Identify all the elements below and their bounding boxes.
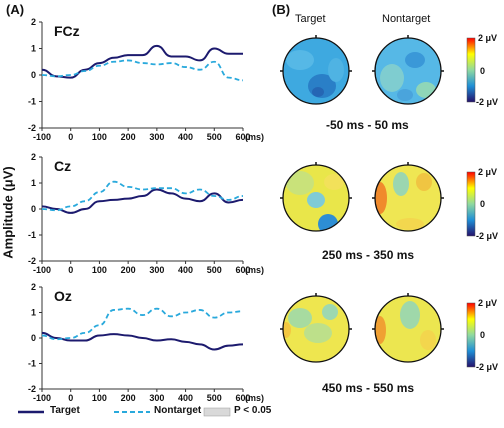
x-tick-label: 300 xyxy=(149,265,164,275)
x-tick-label: 0 xyxy=(68,393,73,403)
x-tick-label: 200 xyxy=(121,132,136,142)
x-tick-label: 0 xyxy=(68,132,73,142)
panel-a-label: (A) xyxy=(6,2,25,17)
topomap-nontarget-mid xyxy=(375,165,441,231)
x-tick-label: 500 xyxy=(207,393,222,403)
colorbar xyxy=(466,302,476,368)
y-tick-label: -2 xyxy=(28,384,36,394)
x-unit-label: (ms) xyxy=(245,265,264,275)
x-tick-label: 100 xyxy=(92,265,107,275)
x-tick-label: 400 xyxy=(178,132,193,142)
colorbar-max: 2 μV xyxy=(478,298,498,308)
y-tick-label: -1 xyxy=(28,359,36,369)
topomap-target-early xyxy=(283,38,349,104)
y-tick-label: -2 xyxy=(28,123,36,133)
series-target-line xyxy=(41,331,244,351)
y-tick-label: 0 xyxy=(31,333,36,343)
y-tick-label: -2 xyxy=(28,256,36,266)
topo-col-target: Target xyxy=(295,13,326,25)
topomap-nontarget-late xyxy=(375,296,441,362)
legend-sig-swatch xyxy=(203,407,231,417)
channel-title: Oz xyxy=(54,288,72,304)
colorbar-max: 2 μV xyxy=(478,33,498,43)
series-nontarget-line xyxy=(41,307,244,341)
y-axis-label: Amplitude (μV) xyxy=(0,166,16,259)
series-nontarget-line xyxy=(41,180,244,212)
x-tick-label: 0 xyxy=(68,265,73,275)
panel-b-label: (B) xyxy=(272,2,291,17)
y-tick-label: 1 xyxy=(31,308,36,318)
x-tick-label: 500 xyxy=(207,132,222,142)
y-tick-label: 1 xyxy=(31,178,36,188)
x-tick-label: 600 xyxy=(235,265,250,275)
x-tick-label: -100 xyxy=(33,132,51,142)
colorbar-min: -2 μV xyxy=(476,97,499,107)
x-tick-label: 200 xyxy=(121,265,136,275)
y-tick-label: -1 xyxy=(28,230,36,240)
x-tick-label: 300 xyxy=(149,132,164,142)
x-tick-label: 200 xyxy=(121,393,136,403)
legend-target-label: Target xyxy=(50,405,80,416)
x-tick-label: 400 xyxy=(178,393,193,403)
y-tick-label: 2 xyxy=(31,17,36,27)
x-unit-label: (ms) xyxy=(245,132,264,142)
channel-title: Cz xyxy=(54,158,71,174)
window-label-late: 450 ms - 550 ms xyxy=(322,381,415,395)
topomap-nontarget-early xyxy=(375,38,441,104)
colorbar xyxy=(466,37,476,103)
y-tick-label: 0 xyxy=(31,70,36,80)
x-tick-label: 300 xyxy=(149,393,164,403)
y-tick-label: -1 xyxy=(28,97,36,107)
legend-nontarget-label: Nontarget xyxy=(154,405,202,416)
x-tick-label: 600 xyxy=(235,393,250,403)
y-tick-label: 1 xyxy=(31,44,36,54)
colorbar xyxy=(466,171,476,237)
erp-charts: 210-1-2-100 0 100 200 300 400 500 600(ms)FCz210… xyxy=(28,17,264,403)
colorbar-mid: 0 xyxy=(480,66,486,76)
window-label-early: -50 ms - 50 ms xyxy=(326,118,409,132)
x-tick-label: -100 xyxy=(33,265,51,275)
y-tick-label: 2 xyxy=(31,282,36,292)
y-tick-label: 2 xyxy=(31,152,36,162)
x-tick-label: 500 xyxy=(207,265,222,275)
x-tick-label: 600 xyxy=(235,132,250,142)
colorbar-mid: 0 xyxy=(480,330,486,340)
x-tick-label: 100 xyxy=(92,393,107,403)
channel-title: FCz xyxy=(54,23,80,39)
legend-sig-label: P < 0.05 xyxy=(234,405,272,416)
x-unit-label: (ms) xyxy=(245,393,264,403)
topo-col-nontarget: Nontarget xyxy=(382,13,431,25)
x-tick-label: 100 xyxy=(92,132,107,142)
x-tick-label: 400 xyxy=(178,265,193,275)
colorbar-mid: 0 xyxy=(480,199,486,209)
colorbar-min: -2 μV xyxy=(476,362,499,372)
topomap-target-late xyxy=(283,296,349,362)
series-nontarget-line xyxy=(41,59,244,82)
window-label-mid: 250 ms - 350 ms xyxy=(322,248,415,262)
y-tick-label: 0 xyxy=(31,204,36,214)
colorbar-min: -2 μV xyxy=(476,231,499,241)
colorbar-max: 2 μV xyxy=(478,167,498,177)
series-target-line xyxy=(41,44,243,79)
series-target-line xyxy=(41,188,244,214)
topomap-target-mid xyxy=(283,165,349,231)
x-tick-label: -100 xyxy=(33,393,51,403)
